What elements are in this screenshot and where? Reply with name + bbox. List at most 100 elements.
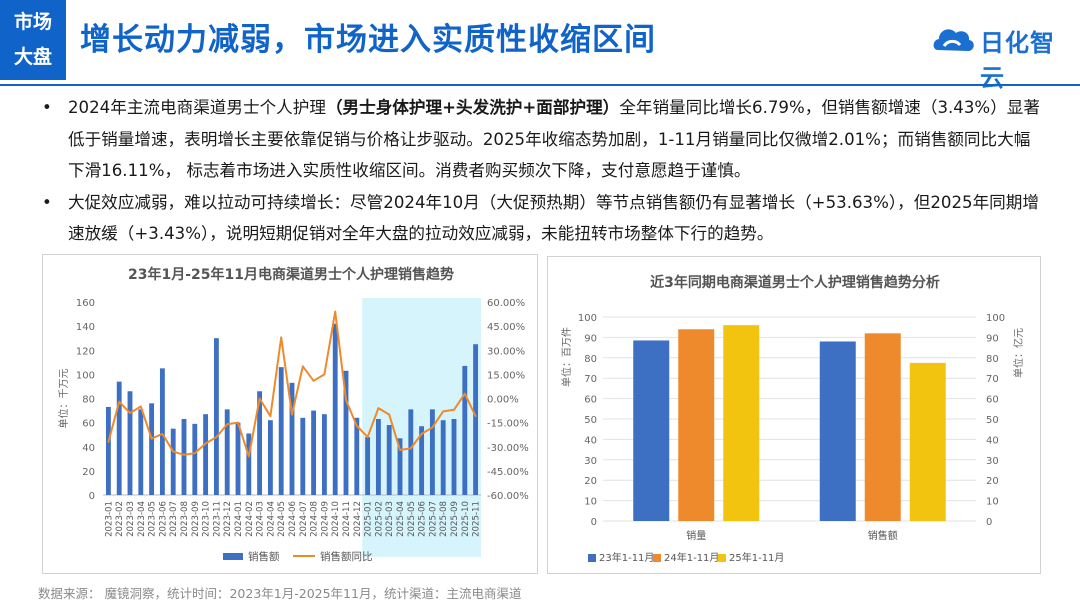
legend-swatch: [588, 554, 596, 562]
y-tick-label: 70: [584, 374, 597, 385]
bullet-1: • 2024年主流电商渠道男士个人护理（男士身体护理+头发洗护+面部护理）全年销…: [40, 92, 1040, 187]
bar: [332, 323, 338, 495]
x-tick-label: 2023-05: [148, 501, 158, 537]
bar: [267, 420, 273, 495]
bar: [127, 391, 133, 495]
bar: [678, 329, 715, 521]
yoy-point: [334, 310, 337, 313]
legend-swatch: [653, 554, 661, 562]
y2-tick-label: 30: [986, 456, 999, 467]
y-tick-label: 100: [76, 370, 95, 381]
bar: [909, 362, 946, 521]
bar: [203, 414, 209, 495]
bar: [633, 340, 670, 521]
yoy-point: [226, 423, 229, 426]
legend-label: 23年1-11月: [599, 551, 654, 564]
bar: [159, 368, 165, 495]
bar: [321, 414, 327, 495]
y-tick-label: 60: [584, 395, 597, 406]
yoy-point: [463, 392, 466, 395]
x-tick-label: 2023-11: [212, 501, 222, 537]
y-axis-label: 单位：百万件: [560, 327, 573, 387]
bar: [257, 391, 263, 495]
y2-tick-label: 80: [986, 354, 999, 365]
trend-chart: 23年1月-25年11月电商渠道男士个人护理销售趋势 0 20 40 60 80 100 12…: [57, 266, 529, 563]
x-tick-label: 2024-06: [288, 501, 298, 537]
yoy-point: [204, 442, 207, 445]
x-tick-label: 2024-04: [266, 501, 276, 537]
y2-tick-label: 90: [986, 333, 999, 344]
x-tick-label: 销售额: [868, 529, 898, 542]
yoy-point: [291, 413, 293, 416]
bar: [819, 341, 856, 521]
yoy-point: [139, 405, 142, 408]
yoy-point: [355, 424, 358, 427]
yoy-point: [345, 399, 347, 402]
brand-logo: 日化智云: [930, 20, 1065, 92]
yoy-point: [183, 453, 185, 456]
y-tick-label: 30: [584, 456, 597, 467]
y-tick-label: 120: [76, 346, 95, 357]
bar: [235, 422, 241, 495]
page-title: 增长动力减弱，市场进入实质性收缩区间: [80, 22, 656, 58]
y2-tick-label: 50: [986, 415, 999, 426]
y2-tick-label: -15.00%: [487, 419, 529, 430]
x-tick-label: 2025-09: [450, 501, 460, 537]
legend-label: 24年1-11月: [664, 551, 719, 564]
bullet-1-bold: （男士身体护理+头发洗护+面部护理）: [325, 98, 620, 117]
x-tick-label: 2023-10: [202, 501, 212, 537]
y2-tick-label: 70: [986, 374, 999, 385]
bar: [224, 409, 230, 495]
x-tick-label: 2025-04: [396, 501, 406, 537]
x-tick-label: 2023-09: [191, 501, 201, 537]
y-tick-label: 60: [82, 419, 95, 430]
bar: [311, 410, 317, 495]
yoy-point: [366, 436, 369, 438]
x-tick-label: 2025-01: [364, 501, 374, 537]
y-tick-label: 0: [89, 491, 95, 502]
y2-tick-label: 10: [986, 497, 999, 508]
bar: [375, 419, 381, 495]
y2-tick-label: -45.00%: [487, 467, 529, 478]
yoy-point: [323, 373, 326, 376]
section-tag-line1: 市场: [13, 11, 52, 33]
bar: [170, 428, 176, 495]
y2-tick-label: 0.00%: [487, 395, 519, 406]
yoy-point: [247, 455, 250, 458]
yoy-point: [388, 413, 391, 416]
y2-axis-label: 单位：亿元: [1012, 328, 1025, 378]
yoy-point: [193, 452, 196, 455]
header-divider: [0, 84, 1080, 86]
y-tick-label: 50: [584, 415, 597, 426]
x-tick-label: 2024-10: [331, 501, 341, 537]
summary-bullets: • 2024年主流电商渠道男士个人护理（男士身体护理+头发洗护+面部护理）全年销…: [40, 92, 1040, 250]
yoy-point: [312, 379, 315, 382]
legend-swatch: [718, 554, 726, 562]
bar: [289, 382, 295, 495]
y-tick-label: 100: [578, 313, 597, 324]
x-tick-label: 2024-07: [299, 501, 309, 537]
x-tick-label: 2025-02: [374, 501, 384, 537]
x-tick-label: 2023-08: [180, 501, 190, 537]
x-tick-label: 销量: [686, 529, 706, 542]
yoy-point: [161, 432, 164, 435]
yoy-point: [399, 449, 401, 451]
x-tick-label: 2023-01: [104, 501, 114, 537]
bar: [105, 406, 111, 495]
x-tick-label: 2025-08: [439, 501, 449, 537]
y-tick-label: 80: [584, 354, 597, 365]
x-tick-label: 2023-03: [126, 501, 136, 537]
bullet-dot: •: [42, 192, 52, 212]
comparison-chart: 近3年同期电商渠道男士个人护理销售趋势分析 0 10 20 30 40 50 60 70 80 90…: [560, 274, 1025, 564]
y-tick-label: 90: [584, 333, 597, 344]
comparison-chart-panel: 近3年同期电商渠道男士个人护理销售趋势分析 0 10 20 30 40 50 60 70 80 90…: [547, 256, 1041, 574]
yoy-point: [453, 408, 455, 411]
y2-tick-label: 60.00%: [487, 298, 525, 309]
data-source-note: 数据来源： 魔镜洞察，统计时间：2023年1月-2025年11月，统计渠道：主流…: [38, 586, 522, 601]
bar: [462, 365, 468, 495]
x-tick-label: 2023-02: [115, 501, 125, 537]
trend-chart-panel: 23年1月-25年11月电商渠道男士个人护理销售趋势 0 20 40 60 80 100 12…: [42, 254, 538, 574]
bar: [440, 420, 446, 495]
bar: [278, 367, 284, 495]
bar: [864, 333, 901, 521]
